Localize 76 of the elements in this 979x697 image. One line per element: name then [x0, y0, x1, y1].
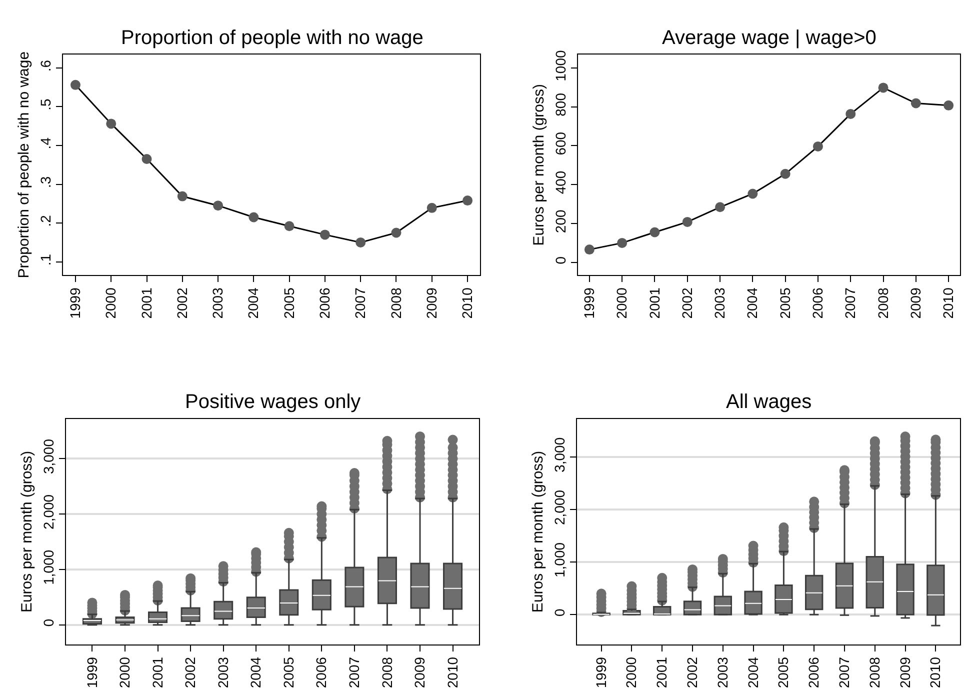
- x-tick-label: 2001: [646, 287, 662, 319]
- x-tick-label: 2002: [684, 656, 700, 688]
- y-tick-label: 400: [552, 170, 568, 194]
- x-tick-label: 2001: [138, 287, 154, 319]
- y-tick-label: .2: [37, 214, 54, 227]
- chart-title: Proportion of people with no wage: [121, 27, 424, 49]
- x-tick-label: 2006: [313, 656, 330, 688]
- y-tick-label: 1,000: [40, 550, 56, 585]
- x-tick-label: 2008: [388, 287, 404, 319]
- x-tick-label: 2006: [316, 287, 333, 319]
- x-tick-label: 1999: [84, 656, 100, 688]
- x-tick-label: 2004: [744, 656, 761, 688]
- x-tick-label: 2005: [280, 287, 297, 319]
- x-tick-label: 1999: [592, 656, 609, 688]
- y-tick-label: 0: [551, 608, 568, 616]
- y-tick-label: 1,000: [551, 542, 568, 578]
- y-axis-title: Euros per month (gross): [530, 84, 548, 246]
- x-tick-label: 1999: [580, 287, 597, 319]
- y-tick-label: 3,000: [551, 437, 568, 472]
- x-tick-label: 2007: [836, 656, 852, 688]
- x-tick-label: 2000: [116, 656, 133, 688]
- x-tick-label: 2005: [280, 656, 296, 688]
- x-tick-label: 2010: [444, 656, 460, 688]
- x-tick-label: 2007: [842, 287, 858, 319]
- x-tick-label: 2010: [459, 287, 476, 319]
- x-tick-label: 2005: [776, 287, 793, 319]
- x-tick-label: 2004: [245, 287, 262, 319]
- x-tick-label: 2008: [866, 656, 882, 688]
- chart-title: Average wage | wage>0: [662, 27, 876, 49]
- x-tick-label: 2006: [810, 287, 826, 319]
- x-tick-label: 2004: [248, 656, 264, 688]
- x-tick-label: 2006: [806, 656, 822, 688]
- chart-title: Positive wages only: [185, 391, 361, 413]
- y-tick-label: 2,000: [551, 490, 568, 525]
- y-axis-title: Euros per month (gross): [530, 450, 547, 613]
- x-tick-label: 2003: [714, 656, 730, 688]
- x-tick-label: 2002: [174, 287, 190, 319]
- y-tick-label: .6: [37, 60, 54, 72]
- x-tick-label: 2000: [102, 287, 119, 319]
- y-tick-label: .1: [37, 254, 54, 266]
- y-axis-title: Proportion of people with no wage: [16, 51, 33, 278]
- x-tick-label: 2010: [940, 287, 956, 319]
- y-axis-title: Euros per month (gross): [18, 450, 36, 613]
- x-tick-label: 2000: [623, 656, 640, 688]
- y-tick-label: 3,000: [40, 438, 56, 474]
- x-tick-label: 2009: [907, 287, 924, 319]
- x-tick-label: 2002: [182, 656, 198, 688]
- y-tick-label: 0: [552, 256, 568, 264]
- y-tick-label: .3: [37, 176, 54, 188]
- y-tick-label: 200: [552, 210, 568, 234]
- x-tick-label: 2001: [149, 656, 166, 688]
- x-tick-label: 2009: [412, 656, 428, 688]
- x-tick-label: 2000: [614, 287, 630, 319]
- x-tick-label: 2007: [352, 287, 368, 319]
- x-tick-label: 2004: [744, 287, 760, 319]
- x-tick-label: 2009: [896, 656, 913, 688]
- x-tick-label: 2003: [712, 287, 728, 319]
- y-tick-label: 0: [40, 618, 56, 627]
- y-tick-label: .5: [37, 98, 54, 110]
- chart-title: All wages: [726, 391, 812, 413]
- x-tick-label: 2007: [346, 656, 362, 688]
- y-tick-label: 800: [552, 92, 568, 116]
- x-tick-label: 2001: [654, 656, 670, 688]
- y-tick-label: 1000: [552, 50, 568, 82]
- x-tick-label: 2005: [775, 656, 792, 688]
- x-tick-label: 2009: [423, 287, 440, 319]
- y-tick-label: .4: [37, 137, 54, 150]
- x-tick-label: 1999: [67, 287, 84, 319]
- y-tick-label: 600: [552, 132, 568, 156]
- x-tick-label: 2008: [378, 656, 395, 688]
- x-tick-label: 2002: [678, 287, 695, 319]
- y-tick-label: 2,000: [40, 494, 56, 530]
- x-tick-label: 2008: [874, 287, 891, 319]
- x-tick-label: 2010: [927, 656, 944, 688]
- x-tick-label: 2003: [214, 656, 231, 688]
- x-tick-label: 2003: [210, 287, 226, 319]
